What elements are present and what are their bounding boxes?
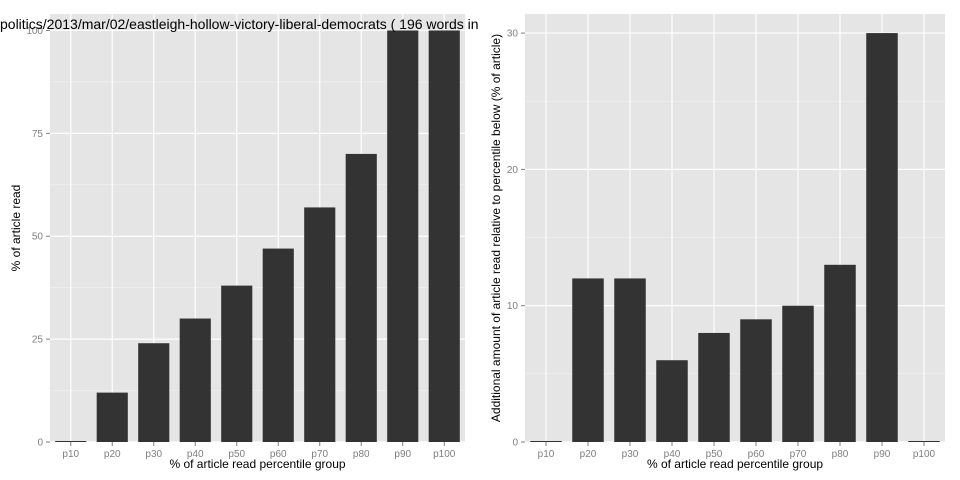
y-axis-title: % of article read — [9, 185, 23, 272]
x-tick-label: p100 — [433, 449, 456, 460]
bar — [614, 278, 646, 442]
y-tick-label: 100 — [26, 26, 43, 37]
x-tick-label: p70 — [311, 449, 328, 460]
x-tick-label: p90 — [874, 449, 891, 460]
bar — [262, 248, 294, 442]
x-tick-label: p100 — [913, 449, 936, 460]
bar — [824, 264, 856, 442]
x-tick-label: p40 — [187, 449, 204, 460]
bar — [698, 332, 730, 442]
bar — [138, 343, 170, 442]
y-tick-label: 0 — [37, 438, 43, 449]
bar — [221, 285, 253, 442]
bar — [908, 441, 940, 442]
bar — [866, 33, 898, 443]
x-tick-label: p20 — [104, 449, 121, 460]
bar — [656, 360, 688, 442]
chart-title: politics/2013/mar/02/eastleigh-hollow-vi… — [0, 16, 479, 32]
bar — [530, 441, 562, 442]
x-tick-label: p40 — [664, 449, 681, 460]
bar — [428, 30, 460, 442]
y-tick-label: 25 — [32, 335, 44, 346]
bar — [740, 319, 772, 442]
x-tick-label: p20 — [580, 449, 597, 460]
right-chart: 0 10 20 30 p10 p20 p30 p40 p50 p60 p70 p80 p90 p100 % … — [489, 14, 945, 471]
y-tick-label: 10 — [507, 301, 519, 312]
x-tick-label: p70 — [790, 449, 807, 460]
x-axis-title: % of article read percentile group — [169, 457, 345, 471]
x-tick-label: p60 — [270, 449, 287, 460]
bar — [345, 153, 377, 442]
x-tick-label: p60 — [748, 449, 765, 460]
y-tick-label: 75 — [32, 129, 44, 140]
y-axis-title: Additional amount of article read relati… — [489, 34, 503, 422]
y-tick-label: 0 — [512, 438, 518, 449]
bar — [55, 441, 87, 442]
x-tick-label: p30 — [622, 449, 639, 460]
left-chart: 0 25 50 75 100 p10 p20 p30 p40 p50 p60 p70 p80 p90 p10… — [9, 14, 465, 471]
x-tick-label: p30 — [145, 449, 162, 460]
x-axis-title: % of article read percentile group — [647, 457, 823, 471]
x-tick-label: p10 — [538, 449, 555, 460]
bar — [304, 207, 336, 442]
bar — [96, 392, 128, 442]
x-tick-label: p80 — [353, 449, 370, 460]
x-tick-label: p50 — [228, 449, 245, 460]
y-tick-label: 30 — [507, 29, 519, 40]
bar — [179, 318, 211, 442]
bar — [572, 278, 604, 442]
y-tick-label: 20 — [507, 165, 519, 176]
x-tick-label: p50 — [706, 449, 723, 460]
y-tick-label: 50 — [32, 232, 44, 243]
x-tick-label: p80 — [832, 449, 849, 460]
bar — [782, 305, 814, 442]
bar — [387, 30, 419, 442]
x-tick-label: p90 — [394, 449, 411, 460]
x-tick-label: p10 — [62, 449, 79, 460]
